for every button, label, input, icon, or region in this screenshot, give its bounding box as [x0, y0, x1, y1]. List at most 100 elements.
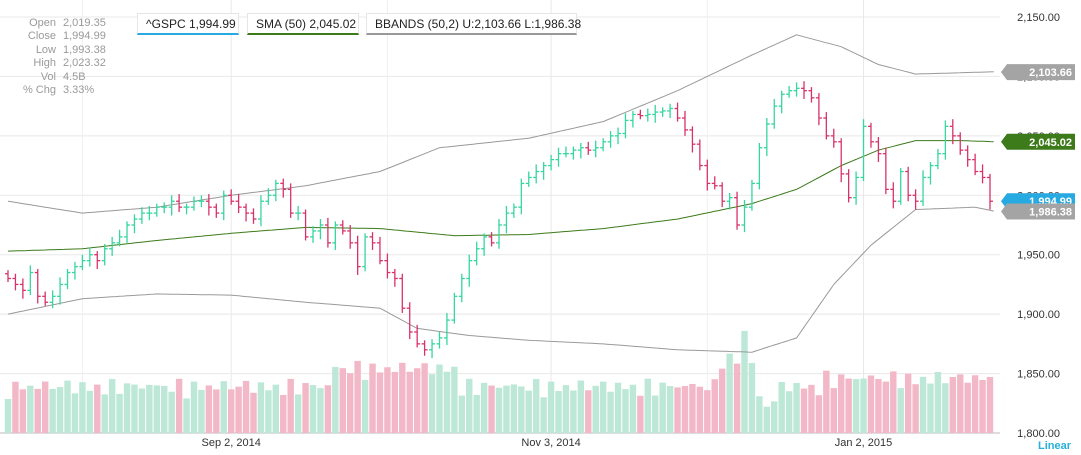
ohlc-bar: [205, 194, 212, 216]
ohlc-bar: [354, 235, 361, 275]
ohlc-bar: [339, 220, 346, 235]
ohlc-bar: [213, 203, 220, 218]
ohlc-bar: [674, 102, 681, 122]
volume-bar: [272, 384, 280, 433]
volume-bar: [644, 378, 652, 433]
x-tick-label: Jan 2, 2015: [835, 437, 893, 449]
ohlc-bar: [823, 112, 830, 140]
volume-bar: [808, 384, 815, 433]
ohlc-row-chg: % Chg 3.33%: [6, 84, 106, 97]
bb-upper-line: [7, 34, 994, 214]
volume-bar: [845, 378, 852, 433]
ohlc-bar: [570, 146, 577, 160]
ohlc-label: Low: [35, 43, 56, 56]
volume-bar: [837, 374, 845, 433]
volume-bar: [823, 370, 830, 433]
volume-bar: [867, 375, 875, 433]
ohlc-bar: [801, 81, 808, 100]
volume-bar: [309, 385, 317, 433]
ohlc-label: Vol: [40, 70, 56, 83]
volume-bar: [146, 384, 153, 433]
volume-bar: [480, 382, 488, 433]
volume-bar: [585, 390, 592, 433]
volume-bar: [637, 395, 644, 433]
volume-bar: [346, 373, 354, 433]
volume-bar: [562, 385, 570, 433]
volume-bar: [890, 371, 897, 433]
ohlc-bar: [793, 82, 800, 97]
ohlc-bar: [741, 200, 748, 233]
ohlc-bar: [756, 142, 763, 190]
bb-lower-line: [7, 206, 994, 353]
volume-bar: [815, 395, 823, 433]
volume-bar: [652, 395, 659, 433]
ohlc-bar: [228, 189, 235, 205]
bb-upper-tag-shape: [1001, 64, 1075, 81]
ohlc-bar: [376, 236, 383, 265]
volume-bar: [406, 371, 413, 433]
ohlc-bar: [347, 225, 354, 249]
ohlc-bar: [414, 324, 421, 348]
volume-bar: [94, 384, 101, 433]
ohlc-bar: [101, 244, 108, 266]
ohlc-bar: [778, 90, 785, 114]
ohlc-bar: [890, 182, 897, 209]
legend-gspc-label: ^GSPC 1,994.99: [146, 17, 236, 31]
volume-bar: [19, 389, 27, 433]
ohlc-bar: [882, 147, 889, 195]
ohlc-bar: [525, 171, 532, 187]
ohlc-bar: [719, 182, 726, 208]
ohlc-bar: [786, 85, 793, 98]
ohlc-bar: [748, 179, 755, 211]
ohlc-bar: [659, 107, 666, 117]
ohlc-bar: [667, 103, 674, 119]
volume-bar: [391, 371, 399, 433]
ohlc-bar: [79, 254, 86, 271]
ohlc-bar: [637, 109, 644, 120]
volume-bar: [622, 389, 629, 433]
volume-bar: [711, 379, 718, 433]
volume-bar: [79, 382, 86, 433]
y-tick-label: 1,850.00: [1017, 369, 1060, 381]
volume-bar: [547, 381, 555, 433]
ohlc-bar: [860, 119, 867, 182]
ohlc-bar: [905, 166, 912, 202]
volume-bar: [451, 366, 458, 433]
volume-bar: [12, 381, 19, 433]
ohlc-bar: [815, 93, 822, 126]
ohlc-bar: [265, 188, 272, 205]
ohlc-bar: [429, 339, 436, 359]
ohlc-bar: [979, 164, 986, 184]
ohlc-bar: [161, 202, 168, 214]
volume-bar: [428, 374, 436, 433]
ohlc-bar: [71, 261, 78, 280]
volume-bar: [399, 362, 406, 433]
volume-bar: [138, 388, 146, 433]
volume-bar: [161, 385, 168, 433]
legend-bbands[interactable]: BBANDS (50,2) U:2,103.66 L:1,986.38: [366, 13, 581, 35]
sma-path: [7, 140, 994, 252]
volume-bar: [421, 363, 428, 433]
volume-bar: [168, 391, 175, 433]
ohlc-bar: [964, 145, 971, 167]
scale-toggle[interactable]: Linear: [1037, 440, 1071, 452]
ohlc-bar: [57, 277, 64, 305]
ohlc-bar: [518, 178, 525, 215]
ohlc-bar: [867, 122, 874, 148]
volume-bar: [934, 371, 942, 433]
ohlc-bar: [503, 205, 510, 234]
ohlc-bar: [592, 140, 599, 158]
ohlc-bars: [5, 81, 993, 359]
ohlc-bar: [689, 126, 696, 153]
ohlc-bar: [957, 132, 964, 155]
legend-gspc[interactable]: ^GSPC 1,994.99: [137, 13, 239, 35]
volume-bar: [116, 393, 123, 433]
ohlc-bar: [399, 273, 406, 313]
volume-bar: [957, 374, 964, 433]
legend-sma[interactable]: SMA (50) 2,045.02: [247, 13, 359, 35]
volume-bar: [242, 380, 250, 433]
volume-bar: [979, 380, 986, 433]
ohlc-bar: [451, 292, 458, 324]
ohlc-bar: [942, 120, 949, 160]
